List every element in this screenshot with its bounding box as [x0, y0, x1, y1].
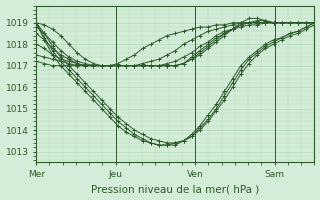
X-axis label: Pression niveau de la mer( hPa ): Pression niveau de la mer( hPa ) [91, 184, 260, 194]
